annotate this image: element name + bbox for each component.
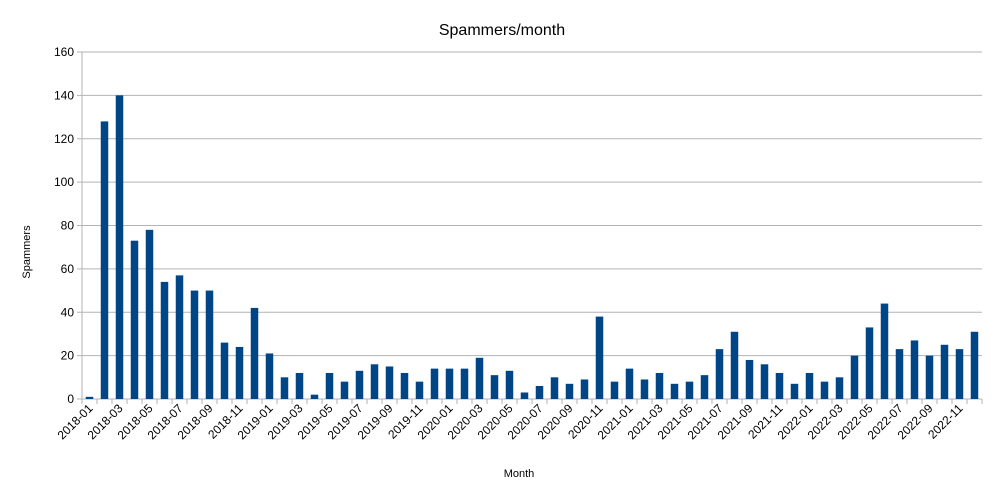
bar-2020-04 xyxy=(490,375,499,399)
bar-2018-12 xyxy=(250,307,259,399)
bar-2022-05 xyxy=(865,327,874,399)
bar-2019-05 xyxy=(325,372,334,399)
y-tick-labels: 0 20 40 60 80 100 120 140 160 xyxy=(54,45,74,406)
bar-2019-04 xyxy=(310,394,319,399)
y-tick-label: 140 xyxy=(54,88,74,102)
bar-2020-01 xyxy=(445,368,454,399)
bar-2020-07 xyxy=(535,385,544,399)
bar-2020-05 xyxy=(505,370,514,399)
bar-2021-03 xyxy=(655,372,664,399)
bar-2018-05 xyxy=(145,229,154,399)
y-axis-title: Spammers xyxy=(21,225,33,279)
y-tick-label: 120 xyxy=(54,132,74,146)
y-tick-label: 80 xyxy=(61,219,75,233)
bar-2018-04 xyxy=(130,240,139,399)
bar-2019-07 xyxy=(355,370,364,399)
bar-2020-02 xyxy=(460,368,469,399)
bar-2019-02 xyxy=(280,377,289,399)
bar-2022-02 xyxy=(820,381,829,399)
bar-2021-04 xyxy=(670,383,679,399)
bars-group xyxy=(85,95,979,400)
bar-2018-09 xyxy=(205,290,214,399)
bar-2021-06 xyxy=(700,375,709,399)
bar-2019-11 xyxy=(415,381,424,399)
bar-2018-03 xyxy=(115,95,124,399)
bar-2018-06 xyxy=(160,281,169,399)
bar-2019-08 xyxy=(370,364,379,399)
bar-2019-06 xyxy=(340,381,349,399)
bar-2022-07 xyxy=(895,349,904,399)
x-axis-title: Month xyxy=(504,468,535,480)
bar-2018-01 xyxy=(85,396,94,399)
bar-2020-08 xyxy=(550,377,559,399)
y-tick-label: 100 xyxy=(54,175,74,189)
bar-2018-10 xyxy=(220,342,229,399)
bar-2022-12 xyxy=(970,331,979,399)
bar-2018-07 xyxy=(175,275,184,399)
bar-2018-08 xyxy=(190,290,199,399)
bar-2021-08 xyxy=(730,331,739,399)
bar-2022-03 xyxy=(835,377,844,399)
bar-2022-01 xyxy=(805,372,814,399)
y-tick-label: 160 xyxy=(54,45,74,59)
bar-2021-05 xyxy=(685,381,694,399)
bar-2019-12 xyxy=(430,368,439,399)
bar-2019-09 xyxy=(385,366,394,399)
bar-2022-09 xyxy=(925,355,934,399)
bar-2022-08 xyxy=(910,340,919,399)
y-tick-label: 20 xyxy=(61,349,75,363)
bar-2021-12 xyxy=(790,383,799,399)
bar-2018-02 xyxy=(100,121,109,400)
bar-2019-01 xyxy=(265,353,274,399)
x-tick-labels: 2018-012018-032018-052018-072018-092018-… xyxy=(55,401,966,442)
bar-2020-06 xyxy=(520,392,529,399)
bar-2020-09 xyxy=(565,383,574,399)
bar-2021-10 xyxy=(760,364,769,399)
bar-2022-06 xyxy=(880,303,889,399)
bar-2021-09 xyxy=(745,359,754,399)
bar-2020-03 xyxy=(475,357,484,399)
bar-2022-04 xyxy=(850,355,859,399)
bar-2022-10 xyxy=(940,344,949,399)
bar-2020-12 xyxy=(610,381,619,399)
bar-2021-01 xyxy=(625,368,634,399)
bar-2021-07 xyxy=(715,349,724,399)
chart-title: Spammers/month xyxy=(439,22,565,39)
bar-2019-10 xyxy=(400,372,409,399)
y-tick-label: 60 xyxy=(61,262,75,276)
bar-2019-03 xyxy=(295,372,304,399)
bar-2021-02 xyxy=(640,379,649,399)
bar-2022-11 xyxy=(955,349,964,399)
bar-2021-11 xyxy=(775,372,784,399)
bar-2020-10 xyxy=(580,379,589,399)
y-tick-label: 40 xyxy=(61,305,75,319)
bar-2020-11 xyxy=(595,316,604,399)
y-tick-label: 0 xyxy=(67,392,74,406)
bar-2018-11 xyxy=(235,346,244,399)
